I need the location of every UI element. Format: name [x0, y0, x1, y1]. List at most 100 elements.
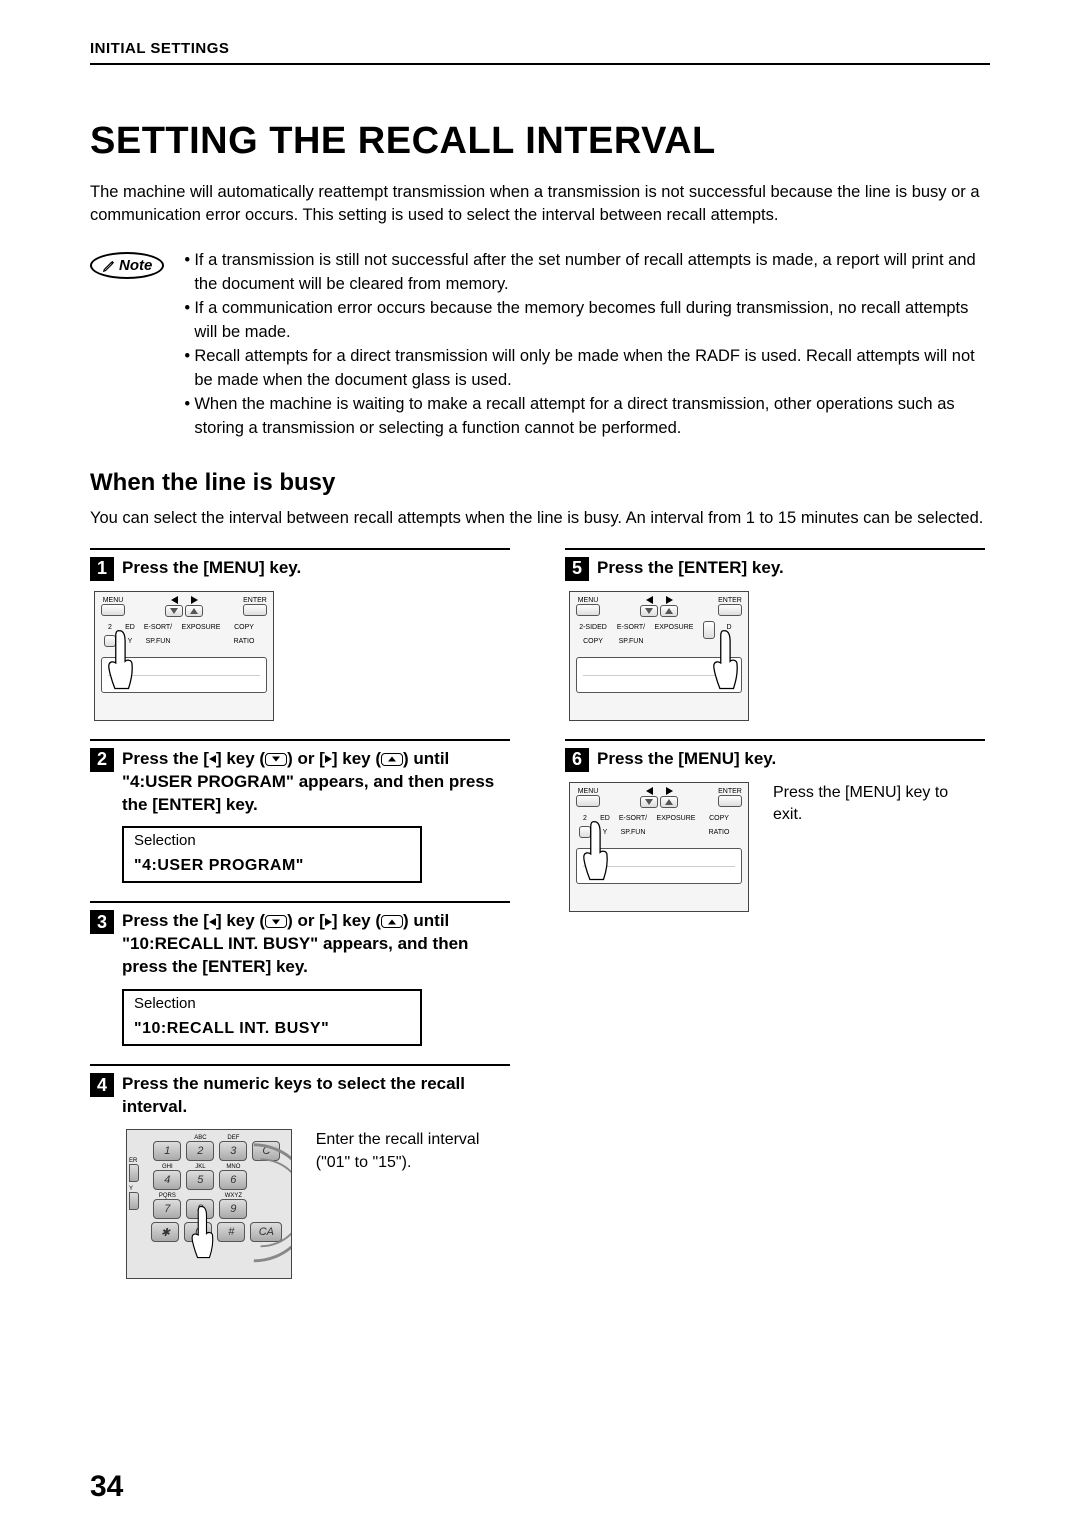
step-number: 1: [90, 557, 114, 581]
keypad-key: 3: [219, 1141, 247, 1161]
left-arrow-icon: [646, 787, 653, 795]
left-arrow-icon: [209, 755, 216, 763]
panel-label: 2-SIDED: [579, 621, 607, 635]
display-value: "10:RECALL INT. BUSY": [134, 1016, 410, 1042]
note-label: Note: [119, 257, 152, 274]
keypad-key: 7: [153, 1199, 181, 1219]
panel-label: COPY: [234, 621, 254, 635]
keypad-side-button: [129, 1164, 139, 1182]
keypad-key: ✱: [151, 1222, 179, 1242]
pencil-icon: [102, 259, 116, 273]
step-number: 4: [90, 1073, 114, 1097]
up-arrow-button: [660, 796, 678, 808]
control-panel-illustration: MENU ENTER: [569, 591, 749, 721]
panel-label: E-SORT/: [144, 621, 172, 635]
step-number: 3: [90, 910, 114, 934]
section-heading: When the line is busy: [90, 469, 990, 497]
step-title: Press the [] key () or [] key () until "…: [122, 910, 510, 979]
note-item: If a communication error occurs because …: [194, 297, 990, 345]
right-arrow-icon: [325, 755, 332, 763]
menu-button: [576, 604, 600, 616]
lcd-display-box: Selection "10:RECALL INT. BUSY": [122, 989, 422, 1046]
left-arrow-icon: [171, 596, 178, 604]
keypad-key: 4: [153, 1170, 181, 1190]
note-block: Note •If a transmission is still not suc…: [90, 249, 990, 440]
display-value: "4:USER PROGRAM": [134, 853, 410, 879]
panel-label: ENTER: [718, 597, 742, 604]
keypad-key: 6: [219, 1170, 247, 1190]
hand-pointer-icon: [103, 628, 137, 698]
panel-label: MENU: [578, 788, 599, 795]
left-arrow-icon: [646, 596, 653, 604]
down-key-icon: [265, 753, 287, 766]
panel-label: SP.FUN: [619, 635, 644, 649]
enter-button: [243, 604, 267, 616]
step-title: Press the [MENU] key.: [122, 557, 301, 580]
step-number: 6: [565, 748, 589, 772]
down-arrow-button: [640, 605, 658, 617]
panel-label: COPY: [709, 812, 729, 826]
step-2: 2 Press the [] key () or [] key () until…: [90, 739, 510, 884]
header-rule: [90, 63, 990, 65]
note-list: •If a transmission is still not successf…: [184, 249, 990, 440]
control-panel-illustration: MENU ENTER: [94, 591, 274, 721]
keypad-key: 9: [219, 1199, 247, 1219]
panel-label: EXPOSURE: [182, 621, 221, 635]
panel-label: SP.FUN: [146, 635, 171, 649]
control-panel-illustration: MENU: [569, 782, 749, 912]
menu-button: [101, 604, 125, 616]
step-title: Press the [MENU] key.: [597, 748, 776, 771]
up-arrow-button: [185, 605, 203, 617]
keypad-key: 2: [186, 1141, 214, 1161]
hand-pointer-icon: [708, 628, 742, 698]
panel-label: E-SORT/: [617, 621, 645, 635]
page-header: INITIAL SETTINGS: [90, 40, 990, 63]
up-arrow-button: [660, 605, 678, 617]
numeric-keypad-illustration: ER Y ABCDEF 123C GHIJKLMNO 456 PQRSWXYZ …: [126, 1129, 292, 1279]
step-3: 3 Press the [] key () or [] key () until…: [90, 901, 510, 1046]
down-arrow-button: [165, 605, 183, 617]
steps-columns: 1 Press the [MENU] key. MENU: [90, 548, 990, 1298]
step-number: 5: [565, 557, 589, 581]
left-arrow-icon: [209, 918, 216, 926]
keypad-key: #: [217, 1222, 245, 1242]
step-number: 2: [90, 748, 114, 772]
hand-pointer-icon: [187, 1200, 217, 1270]
step-title: Press the [ENTER] key.: [597, 557, 784, 580]
step-6: 6 Press the [MENU] key. MENU: [565, 739, 985, 928]
left-column: 1 Press the [MENU] key. MENU: [90, 548, 510, 1298]
note-item: If a transmission is still not successfu…: [194, 249, 990, 297]
note-badge: Note: [90, 252, 164, 279]
enter-button: [718, 604, 742, 616]
enter-button: [718, 795, 742, 807]
step-5: 5 Press the [ENTER] key. MENU: [565, 548, 985, 721]
section-text: You can select the interval between reca…: [90, 507, 990, 530]
keypad-key: 5: [186, 1170, 214, 1190]
hand-pointer-icon: [578, 819, 612, 889]
keypad-key: 1: [153, 1141, 181, 1161]
panel-label: EXPOSURE: [657, 812, 696, 826]
panel-label: EXPOSURE: [655, 621, 694, 635]
menu-button: [576, 795, 600, 807]
up-key-icon: [381, 915, 403, 928]
panel-label: ENTER: [718, 788, 742, 795]
panel-label: ENTER: [243, 597, 267, 604]
panel-label: MENU: [578, 597, 599, 604]
panel-label: E-SORT/: [619, 812, 647, 826]
right-arrow-icon: [666, 787, 673, 795]
step-4: 4 Press the numeric keys to select the r…: [90, 1064, 510, 1279]
right-arrow-icon: [191, 596, 198, 604]
step-body: Enter the recall interval ("01" to "15")…: [316, 1129, 510, 1174]
down-key-icon: [265, 915, 287, 928]
intro-text: The machine will automatically reattempt…: [90, 181, 990, 227]
right-column: 5 Press the [ENTER] key. MENU: [565, 548, 985, 1298]
keypad-side-button: [129, 1192, 139, 1210]
note-item: Recall attempts for a direct transmissio…: [194, 345, 990, 393]
panel-label: RATIO: [709, 826, 730, 840]
panel-label: MENU: [103, 597, 124, 604]
page-number: 34: [90, 1470, 123, 1504]
panel-label: COPY: [583, 635, 603, 649]
down-arrow-button: [640, 796, 658, 808]
step-1: 1 Press the [MENU] key. MENU: [90, 548, 510, 721]
panel-label: SP.FUN: [621, 826, 646, 840]
